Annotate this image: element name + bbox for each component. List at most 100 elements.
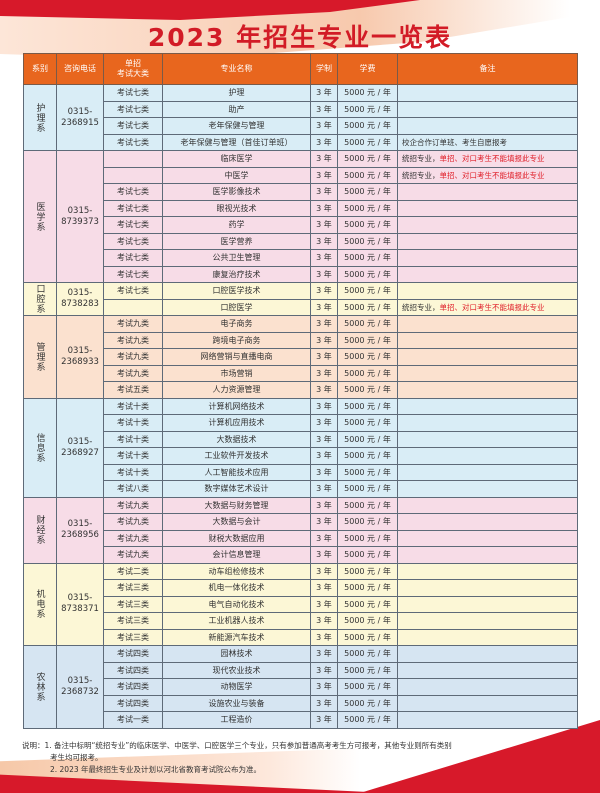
table-row: 医学系 0315- 8739373 临床医学 3 年 5000 元 / 年统招专业，单招…: [23, 150, 578, 283]
table-row: 考试一类 工程造价 3 年 5000 元 / 年: [23, 711, 578, 729]
exam-category: 考试十类: [103, 447, 163, 465]
major-name: 康复治疗技术: [162, 265, 311, 283]
duration: 3 年: [310, 661, 338, 679]
duration: 3 年: [310, 678, 338, 696]
tuition: 5000 元 / 年: [337, 414, 398, 432]
major-name: 医学影像技术: [162, 183, 311, 201]
table-row: 考试八类 数字媒体艺术设计 3 年 5000 元 / 年: [23, 480, 578, 498]
exam-category: 考试九类: [103, 331, 163, 349]
tuition: 5000 元 / 年: [337, 199, 398, 217]
duration: 3 年: [310, 496, 338, 514]
exam-category: 考试九类: [103, 364, 163, 382]
major-name: 动车组检修技术: [162, 562, 311, 580]
major-name: 机电一体化技术: [162, 579, 311, 597]
table-row: 考试七类 医学营养 3 年 5000 元 / 年: [23, 232, 578, 250]
tuition: 5000 元 / 年: [337, 117, 398, 135]
table-row: 考试七类 医学影像技术 3 年 5000 元 / 年: [23, 183, 578, 201]
table-row: 农林系 0315- 2368732 考试四类 园林技术 3 年 5000 元 / 年: [23, 645, 578, 729]
remarks: [397, 513, 578, 531]
duration: 3 年: [310, 513, 338, 531]
major-name: 口腔医学: [162, 298, 311, 316]
duration: 3 年: [310, 430, 338, 448]
major-name: 公共卫生管理: [162, 249, 311, 267]
table-row: 考试七类 眼视光技术 3 年 5000 元 / 年: [23, 199, 578, 217]
tuition: 5000 元 / 年: [337, 562, 398, 580]
remarks: 统招专业，单招、对口考生不能填报此专业: [397, 166, 578, 184]
exam-category: 考试九类: [103, 315, 163, 333]
major-name: 会计信息管理: [162, 546, 311, 564]
department-name: 管理系: [23, 315, 57, 399]
major-name: 新能源汽车技术: [162, 628, 311, 646]
table-row: 考试四类 现代农业技术 3 年 5000 元 / 年: [23, 661, 578, 679]
major-name: 临床医学: [162, 150, 311, 168]
remarks-text: 统招专业，: [402, 302, 440, 312]
tuition: 5000 元 / 年: [337, 529, 398, 547]
note-2: 2. 2023 年最终招生专业及计划以河北省教育考试院公布为准。: [50, 765, 262, 774]
table-row: 管理系 0315- 2368933 考试九类 电子商务 3 年 5000 元 / 年: [23, 315, 578, 399]
exam-category: 考试九类: [103, 348, 163, 366]
header-major: 专业名称: [162, 53, 311, 85]
exam-category: 考试九类: [103, 546, 163, 564]
remarks: [397, 463, 578, 481]
table-row: 考试九类 会计信息管理 3 年 5000 元 / 年: [23, 546, 578, 564]
major-name: 人力资源管理: [162, 381, 311, 399]
department-phone: 0315- 2368927: [56, 397, 104, 498]
remarks: 统招专业，单招、对口考生不能填报此专业: [397, 298, 578, 316]
remarks: [397, 628, 578, 646]
duration: 3 年: [310, 265, 338, 283]
major-name: 市场营销: [162, 364, 311, 382]
major-name: 网络营销与直播电商: [162, 348, 311, 366]
duration: 3 年: [310, 480, 338, 498]
duration: 3 年: [310, 711, 338, 729]
major-name: 药学: [162, 216, 311, 234]
duration: 3 年: [310, 315, 338, 333]
remarks: [397, 282, 578, 300]
table-row: 护理系 0315- 2368915 考试七类 护理 3 年 5000 元 / 年: [23, 84, 578, 151]
department-phone: 0315- 8738371: [56, 562, 104, 646]
major-name: 数字媒体艺术设计: [162, 480, 311, 498]
remarks: [397, 232, 578, 250]
major-name: 工业软件开发技术: [162, 447, 311, 465]
table-body: 护理系 0315- 2368915 考试七类 护理 3 年 5000 元 / 年考试七类助…: [23, 84, 578, 729]
table-row: 信息系 0315- 2368927 考试十类 计算机网络技术 3 年 5000 元 / 年: [23, 397, 578, 498]
duration: 3 年: [310, 199, 338, 217]
table-row: 考试九类 市场营销 3 年 5000 元 / 年: [23, 364, 578, 382]
table-row: 考试七类 助产 3 年 5000 元 / 年: [23, 100, 578, 118]
remarks: [397, 100, 578, 118]
table-row: 考试五类 人力资源管理 3 年 5000 元 / 年: [23, 381, 578, 399]
table-row: 考试十类 人工智能技术应用 3 年 5000 元 / 年: [23, 463, 578, 481]
department-name: 信息系: [23, 397, 57, 498]
remarks: [397, 315, 578, 333]
tuition: 5000 元 / 年: [337, 496, 398, 514]
table-row: 考试三类 机电一体化技术 3 年 5000 元 / 年: [23, 579, 578, 597]
duration: 3 年: [310, 414, 338, 432]
table-header-row: 系别 咨询电话 单招 考试大类 专业名称 学制 学费 备注: [23, 53, 578, 85]
tuition: 5000 元 / 年: [337, 480, 398, 498]
remarks-warning: 单招、对口考生不能填报此专业: [439, 170, 545, 180]
major-name: 口腔医学技术: [162, 282, 311, 300]
exam-category: 考试七类: [103, 117, 163, 135]
tuition: 5000 元 / 年: [337, 265, 398, 283]
major-name: 医学营养: [162, 232, 311, 250]
duration: 3 年: [310, 84, 338, 102]
department-name: 机电系: [23, 562, 57, 646]
duration: 3 年: [310, 381, 338, 399]
exam-category: [103, 166, 163, 184]
tuition: 5000 元 / 年: [337, 166, 398, 184]
major-name: 计算机应用技术: [162, 414, 311, 432]
duration: 3 年: [310, 150, 338, 168]
major-name: 电气自动化技术: [162, 595, 311, 613]
remarks: [397, 678, 578, 696]
major-name: 人工智能技术应用: [162, 463, 311, 481]
remarks: [397, 249, 578, 267]
duration: 3 年: [310, 166, 338, 184]
remarks-text: 校企合作订单班、考生自愿报考: [402, 137, 507, 147]
remarks: [397, 595, 578, 613]
exam-category: 考试七类: [103, 282, 163, 300]
remarks-text: 统招专业，: [402, 154, 440, 164]
header-tuition: 学费: [337, 53, 398, 85]
major-name: 助产: [162, 100, 311, 118]
remarks: [397, 496, 578, 514]
remarks: [397, 694, 578, 712]
department-name: 口腔系: [23, 282, 57, 316]
